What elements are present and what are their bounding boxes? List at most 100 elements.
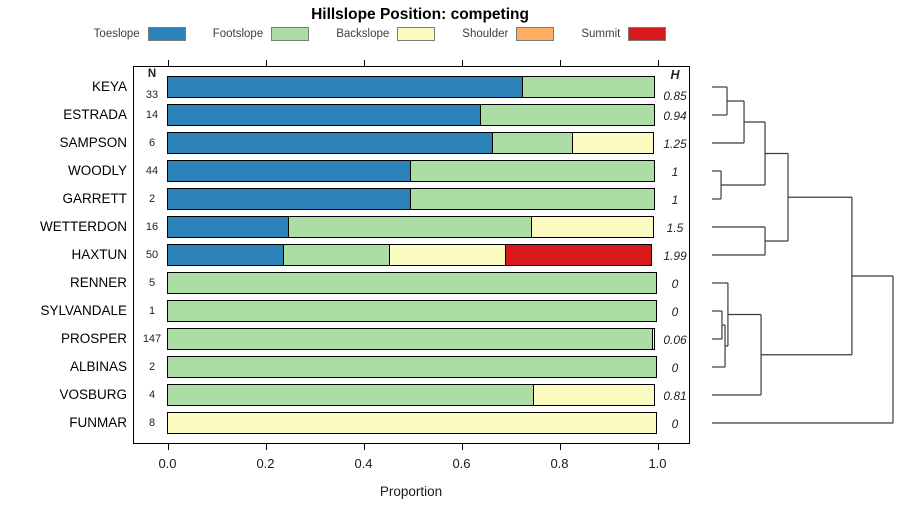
axis-tick-label: 0.6 [452,456,471,471]
axis-tick [363,60,365,66]
legend-label: Footslope [212,28,264,40]
axis-tick-label: 0.2 [256,456,275,471]
stacked-bar-estrada [167,104,657,126]
axis-tick [167,444,169,450]
legend-label: Summit [581,28,621,40]
legend-swatch [628,27,667,41]
n-value: 2 [148,361,156,373]
axis-tick-label: 1.0 [648,456,667,471]
n-value: 50 [145,249,159,261]
bar-segment-footslope [410,160,656,182]
series-label-haxtun: HAXTUN [71,247,127,262]
bar-segment-footslope [167,328,654,350]
stacked-bar-prosper [167,328,657,350]
x-axis-title: Proportion [379,484,443,499]
legend-entry-shoulder: Shoulder [462,27,555,41]
h-value: 0.85 [663,89,687,103]
h-value: 0 [671,305,679,319]
bar-segment-footslope [410,188,656,210]
n-value: 14 [145,109,159,121]
stacked-bar-sylvandale [167,300,657,322]
n-value: 6 [148,137,156,149]
stacked-bar-sampson [167,132,657,154]
h-value: 1.25 [663,137,687,151]
axis-tick [461,60,463,66]
axis-tick [657,60,659,66]
h-value: 0.81 [663,389,687,403]
h-value: 1 [671,193,679,207]
axis-tick [265,60,267,66]
bar-segment-toeslope [167,216,290,238]
series-label-funmar: FUNMAR [69,415,127,430]
bar-segment-backslope [532,384,656,406]
bar-segment-footslope [167,300,657,322]
bar-segment-toeslope [167,244,285,266]
legend-label: Backslope [336,28,390,40]
stacked-bar-garrett [167,188,657,210]
bar-segment-footslope [287,216,533,238]
h-value: 0.06 [663,333,687,347]
series-label-estrada: ESTRADA [63,107,127,122]
bar-segment-footslope [167,356,657,378]
series-label-albinas: ALBINAS [69,359,127,374]
bar-segment-footslope [521,76,656,98]
h-value: 0 [671,361,679,375]
bar-segment-footslope [167,272,657,294]
series-label-garrett: GARRETT [62,191,127,206]
legend-swatch [397,27,436,41]
n-column-header: N [147,68,157,80]
series-label-wetterdon: WETTERDON [40,219,127,234]
bar-segment-footslope [480,104,656,126]
series-label-prosper: PROSPER [60,331,127,346]
legend-swatch [271,27,310,41]
stacked-bar-vosburg [167,384,657,406]
series-label-sampson: SAMPSON [59,135,127,150]
h-value: 1.5 [666,221,684,235]
legend-entry-footslope: Footslope [213,27,310,41]
legend-entry-toeslope: Toeslope [94,27,186,41]
legend-entry-backslope: Backslope [336,27,436,41]
n-value: 5 [148,277,156,289]
series-label-vosburg: VOSBURG [59,387,127,402]
h-value: 1 [671,165,679,179]
stacked-bar-haxtun [167,244,657,266]
h-value: 0.94 [663,109,687,123]
legend-swatch [147,27,186,41]
n-value: 147 [142,333,162,345]
axis-tick [461,444,463,450]
stacked-bar-keya [167,76,657,98]
axis-tick-label: 0.8 [550,456,569,471]
n-value: 33 [145,89,159,101]
axis-tick [363,444,365,450]
h-value: 1.99 [663,249,687,263]
bar-segment-toeslope [167,160,412,182]
legend-swatch [516,27,555,41]
legend-entry-summit: Summit [581,27,667,41]
series-label-renner: RENNER [69,275,127,290]
axis-tick [559,60,561,66]
stacked-bar-funmar [167,412,657,434]
bar-segment-footslope [167,384,535,406]
bar-segment-backslope [651,328,656,350]
bar-segment-toeslope [167,104,483,126]
axis-tick [657,444,659,450]
legend-label: Shoulder [462,28,509,40]
series-label-keya: KEYA [91,79,127,94]
stacked-bar-renner [167,272,657,294]
n-value: 16 [145,221,159,233]
bar-segment-toeslope [167,188,412,210]
bar-segment-summit [505,244,653,266]
legend: Toeslope Footslope Backslope Shoulder Summit [60,25,700,43]
bar-segment-backslope [571,132,654,154]
h-value: 0 [671,277,679,291]
legend-label: Toeslope [93,28,140,40]
stacked-bar-wetterdon [167,216,657,238]
h-column-header: H [670,68,680,82]
bar-segment-backslope [531,216,654,238]
n-value: 2 [148,193,156,205]
n-value: 1 [148,305,156,317]
stacked-bar-albinas [167,356,657,378]
axis-tick [559,444,561,450]
series-label-sylvandale: SYLVANDALE [40,303,127,318]
